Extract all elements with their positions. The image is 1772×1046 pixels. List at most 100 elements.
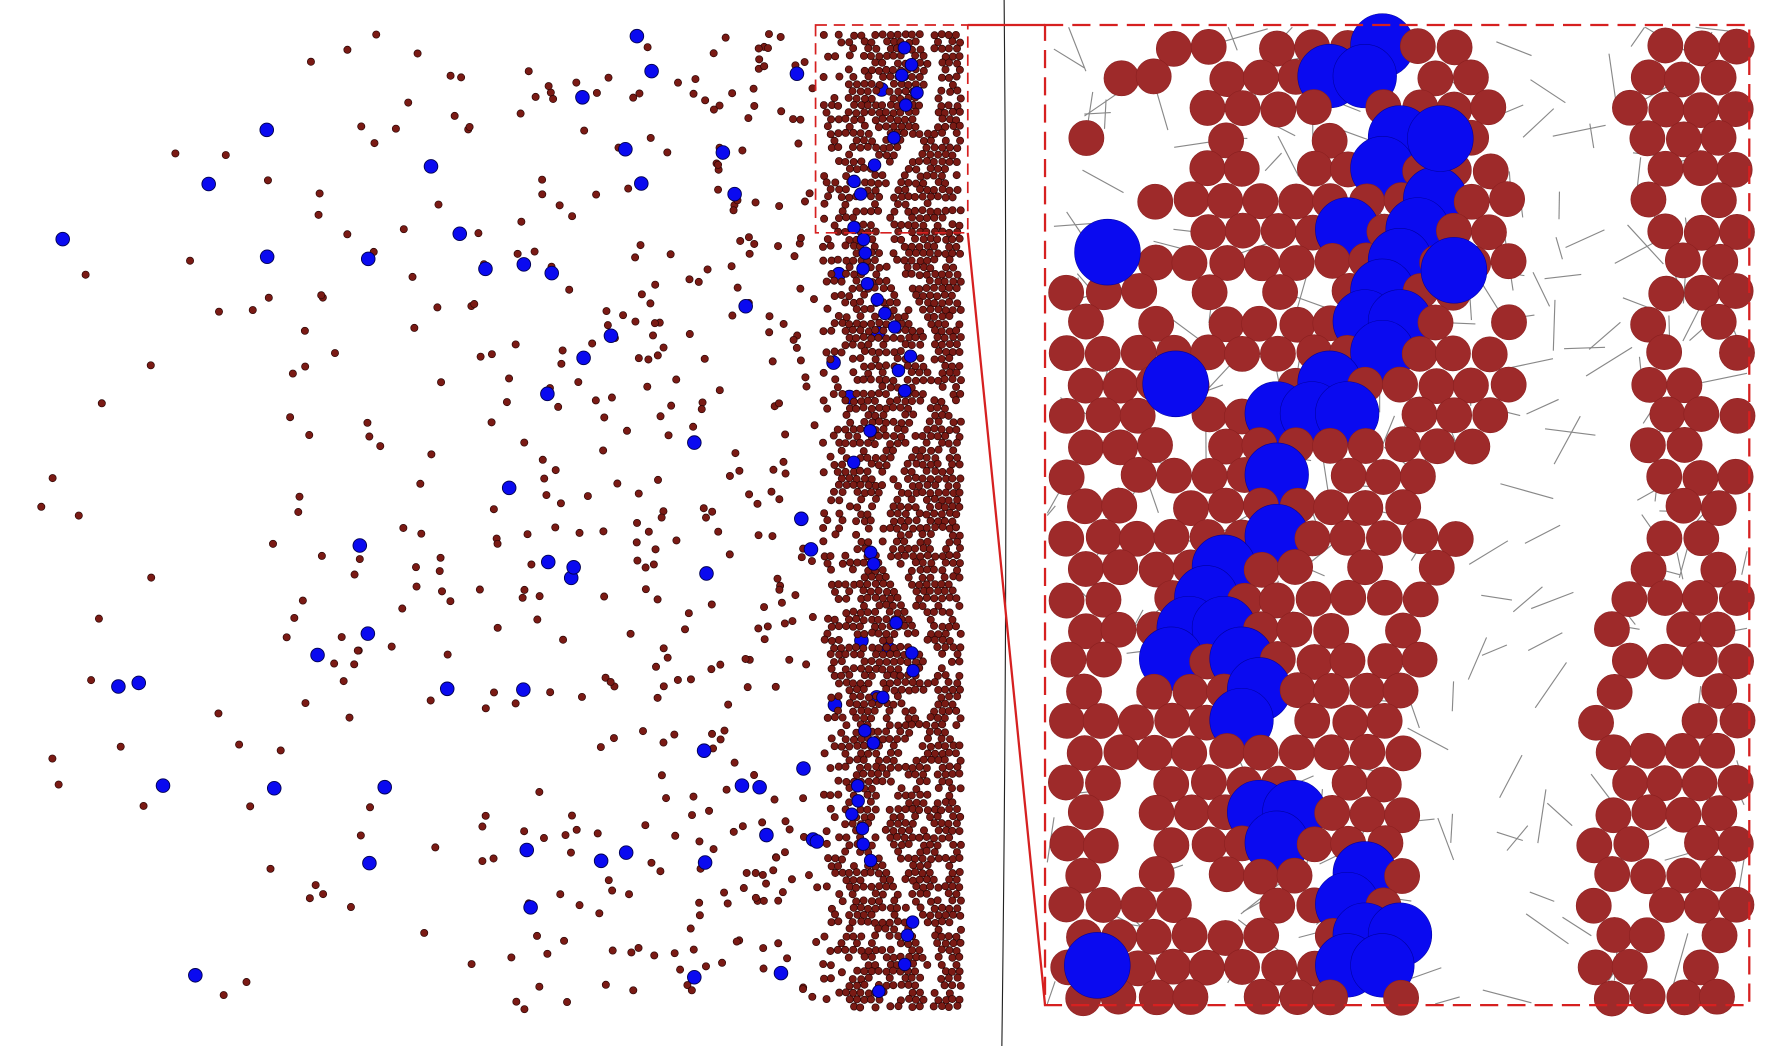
particle-small [864, 438, 873, 447]
particle-small [1329, 642, 1366, 679]
particle-small [1402, 581, 1439, 618]
particle-small [643, 382, 652, 391]
particle-small [953, 762, 962, 771]
particle-small [656, 867, 665, 876]
particle-small [722, 785, 731, 794]
particle-small [905, 248, 914, 257]
particle-large [863, 853, 878, 868]
particle-small [908, 678, 917, 687]
particle-small [949, 855, 957, 864]
cell-edge [1053, 222, 1091, 227]
particle-small [893, 593, 902, 602]
particle-small [1701, 673, 1738, 709]
particle-small [1048, 764, 1084, 801]
particle-small [708, 729, 716, 738]
particle-small [1259, 887, 1296, 924]
particle-small [882, 868, 891, 877]
cell-edge [1066, 211, 1084, 237]
particle-small [399, 225, 408, 234]
particle-small [938, 594, 947, 603]
particle-small [853, 487, 862, 496]
particle-small [889, 981, 898, 990]
particle-small [874, 924, 883, 933]
particle-small [1191, 764, 1227, 801]
particle-small [1278, 734, 1315, 771]
particle-small [827, 693, 836, 702]
particle-large [878, 306, 892, 321]
particle-small [889, 756, 898, 765]
particle-small [826, 185, 835, 194]
particle-small [860, 417, 869, 426]
particle-small [860, 108, 869, 117]
particle-large [803, 542, 819, 557]
particle-small [915, 762, 924, 771]
particle-small [512, 997, 521, 1006]
particle-small [933, 770, 942, 779]
particle-small [487, 418, 496, 427]
particle-small [952, 158, 961, 167]
particle-small [933, 207, 942, 216]
particle-small [870, 256, 879, 264]
particle-small [885, 143, 894, 152]
particle-small [1646, 520, 1683, 557]
particle-small [933, 671, 942, 680]
particle-small [940, 587, 949, 596]
particle-small [904, 306, 913, 315]
particle-small [860, 290, 869, 299]
particle-small [845, 643, 854, 652]
particle-small [907, 256, 916, 265]
particle-small [945, 918, 954, 927]
particle-small [819, 327, 828, 336]
particle-small [830, 94, 839, 102]
particle-small [886, 298, 895, 307]
particle-small [930, 299, 939, 308]
particle-small [549, 95, 558, 103]
particle-small [596, 743, 605, 752]
particle-small [938, 917, 946, 926]
particle-small [889, 502, 898, 511]
particle-small [689, 422, 698, 431]
particle-small [1683, 949, 1719, 986]
particle-small [215, 307, 223, 316]
particle-small [951, 749, 960, 758]
particle-small [911, 995, 920, 1004]
particle-small [470, 300, 479, 308]
particle-small [875, 403, 884, 412]
particle-large [887, 131, 901, 145]
cell-edge [1532, 272, 1551, 307]
particle-small [916, 988, 924, 997]
particle-small [1401, 336, 1438, 372]
particle-small [1471, 214, 1507, 251]
particle-small [889, 826, 898, 835]
particle-small [953, 805, 961, 814]
particle-small [827, 115, 836, 124]
particle-small [653, 595, 662, 604]
particle-small [1491, 304, 1527, 341]
particle-small [908, 805, 917, 813]
particle-small [1630, 551, 1667, 588]
particle-small [659, 343, 668, 352]
particle-small [853, 503, 862, 512]
particle-small [1171, 917, 1208, 954]
particle-small [827, 143, 836, 152]
particle-small [577, 692, 586, 701]
particle-small [841, 439, 850, 448]
particle-small [934, 376, 943, 385]
particle-small [879, 594, 887, 603]
particle-small [1207, 182, 1244, 219]
particle-small [830, 813, 839, 822]
particle-small [919, 770, 928, 779]
particle-small [830, 713, 839, 722]
particle-small [676, 965, 685, 974]
particle-small [850, 650, 859, 659]
particle-small [1647, 27, 1684, 64]
particle-small [879, 411, 888, 420]
particle-small [926, 192, 935, 201]
particle-small [1647, 213, 1684, 250]
particle-large [715, 145, 731, 160]
particle-large [452, 226, 468, 242]
particle-large [687, 435, 702, 450]
particle-small [949, 910, 957, 919]
particle-small [882, 727, 891, 736]
particle-small [1718, 886, 1755, 923]
